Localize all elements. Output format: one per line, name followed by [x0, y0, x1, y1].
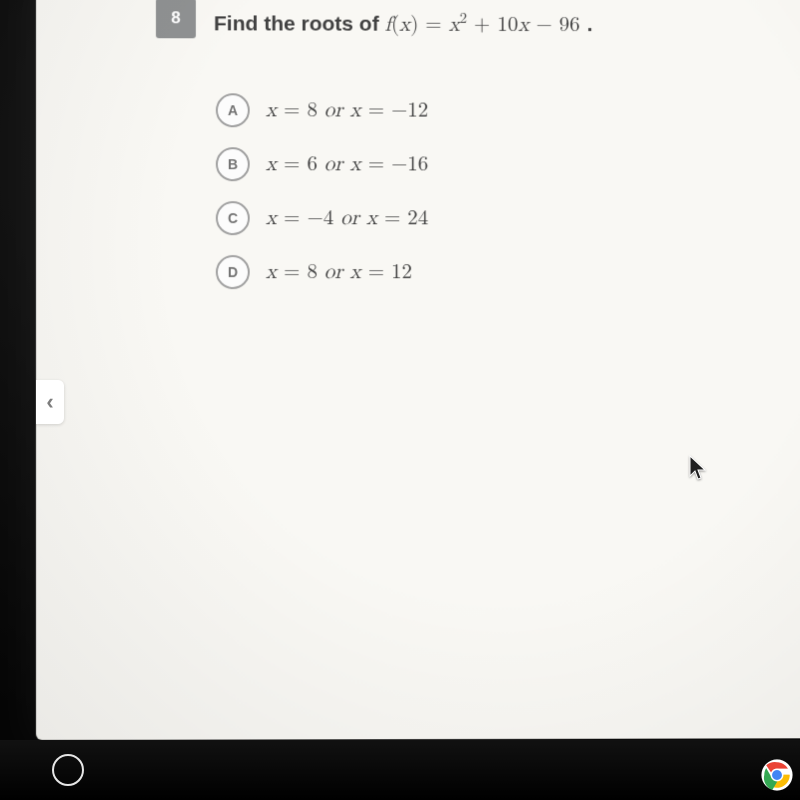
choice-bubble[interactable]: A — [216, 93, 250, 127]
choice-bubble[interactable]: B — [216, 147, 250, 181]
question-header: 8 Find the roots of f(x) = x2 + 10x − 96… — [156, 0, 767, 46]
choice-d[interactable]: D x = 8 or x = 12 — [216, 255, 767, 289]
choice-bubble[interactable]: D — [216, 255, 250, 289]
choice-text: x = 6 or x = −16 — [266, 152, 429, 177]
question-stem: Find the roots of f(x) = x2 + 10x − 96 . — [214, 0, 593, 46]
choice-text: x = 8 or x = −12 — [266, 98, 429, 123]
choice-text: x = 8 or x = 12 — [266, 260, 412, 285]
chrome-icon[interactable] — [760, 758, 794, 792]
photo-frame: 8 Find the roots of f(x) = x2 + 10x − 96… — [0, 0, 800, 800]
stem-suffix: . — [587, 13, 593, 36]
laptop-screen: 8 Find the roots of f(x) = x2 + 10x − 96… — [36, 0, 800, 740]
choice-text: x = −4 or x = 24 — [266, 206, 429, 231]
collapse-sidebar-button[interactable]: ‹ — [36, 380, 64, 424]
question-block: 8 Find the roots of f(x) = x2 + 10x − 96… — [156, 0, 767, 289]
choice-c[interactable]: C x = −4 or x = 24 — [216, 201, 767, 235]
choice-bubble[interactable]: C — [216, 201, 250, 235]
choice-a[interactable]: A x = 8 or x = −12 — [216, 93, 767, 128]
laptop-bezel — [0, 740, 800, 800]
choice-list: A x = 8 or x = −12 B x = 6 or x = −16 C … — [216, 93, 767, 289]
chevron-left-icon: ‹ — [46, 389, 53, 415]
stem-prefix: Find the roots of — [214, 12, 385, 35]
stem-expression: f(x) = x2 + 10x − 96 — [385, 15, 587, 36]
choice-b[interactable]: B x = 6 or x = −16 — [216, 147, 767, 182]
question-number-badge: 8 — [156, 0, 196, 38]
launcher-circle-icon[interactable] — [52, 754, 84, 786]
